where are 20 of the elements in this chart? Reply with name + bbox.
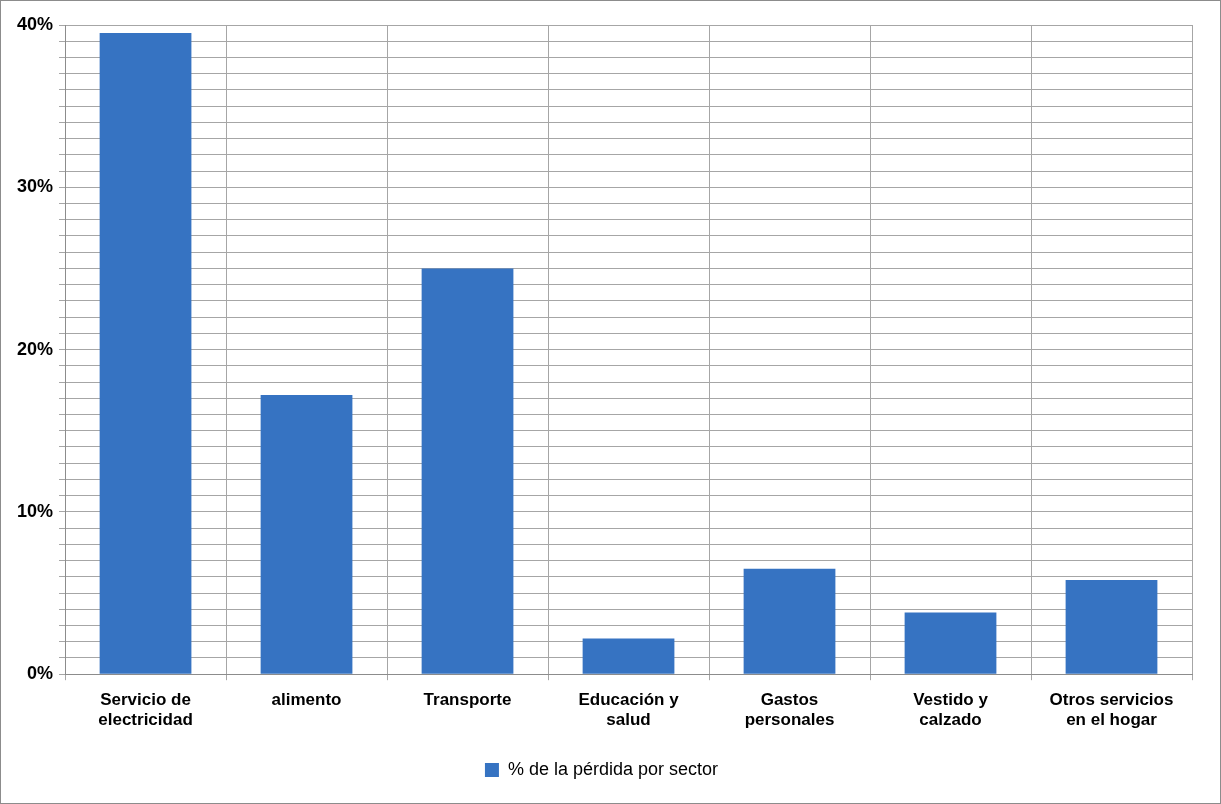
bar	[99, 33, 192, 674]
x-tick-label: Gastos personales	[744, 690, 835, 730]
y-tick-label: 0%	[27, 663, 54, 684]
legend-label: % de la pérdida por sector	[507, 758, 719, 779]
y-tick-label: 30%	[17, 176, 54, 197]
x-tick-label: Otros servicios en el hogar	[1049, 690, 1174, 730]
y-tick-label: 20%	[17, 338, 54, 359]
bar	[260, 395, 353, 674]
y-tick-label: 10%	[17, 500, 54, 521]
x-tick-label: alimento	[271, 690, 342, 710]
x-tick-label: Transporte	[423, 690, 512, 710]
bar	[743, 568, 836, 674]
bar	[904, 612, 997, 674]
y-tick-label: 40%	[17, 13, 54, 34]
x-tick-label: Vestido y calzado	[913, 690, 989, 730]
bar	[582, 638, 675, 674]
bar	[1065, 580, 1158, 674]
x-tick-label: Educación y salud	[578, 690, 680, 730]
x-tick-label: Servicio de electricidad	[98, 690, 193, 730]
bar	[421, 268, 514, 674]
